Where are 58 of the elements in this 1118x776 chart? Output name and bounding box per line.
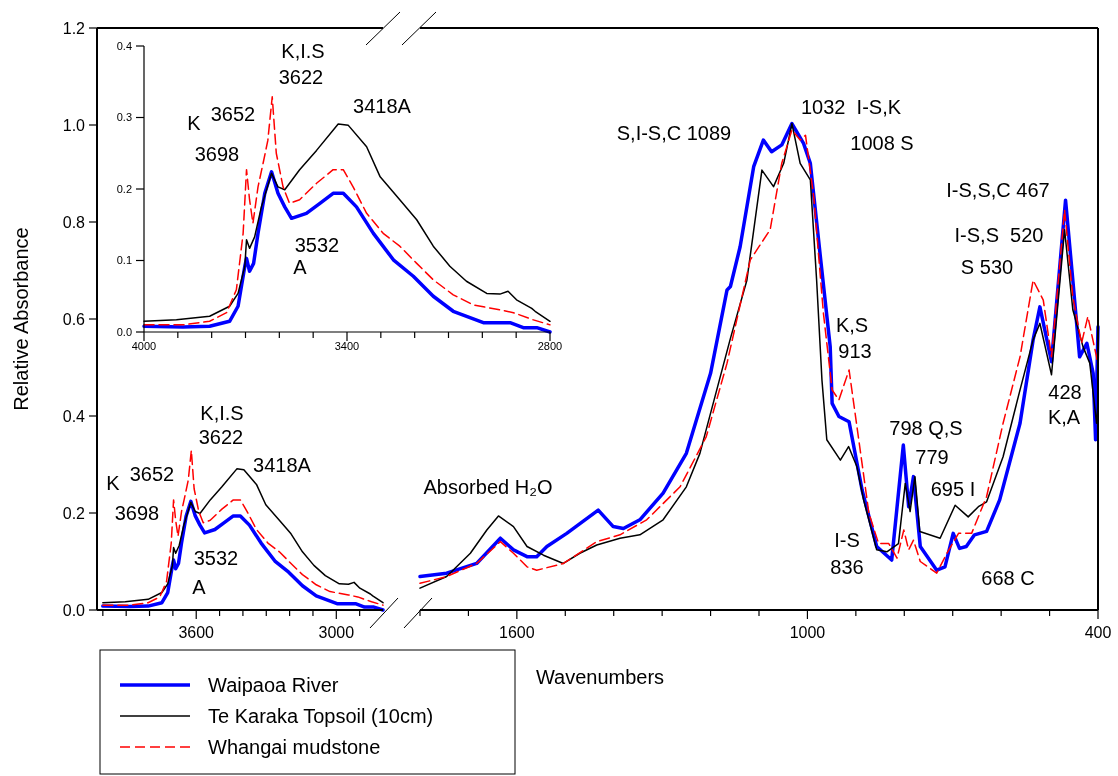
y-tick-label: 0.0 xyxy=(116,325,132,338)
annotation: 695 I xyxy=(930,478,976,500)
x-tick-label: 3400 xyxy=(334,340,360,352)
x-tick-label: 4000 xyxy=(131,340,157,352)
annotation: 1032 I-S,K xyxy=(800,96,902,118)
annotation: I-S,S 520 xyxy=(954,224,1044,246)
annotation: 836 xyxy=(830,556,864,578)
annotation: 3652 xyxy=(210,103,256,125)
x-tick-label: 3600 xyxy=(178,624,215,641)
annotation: 3698 xyxy=(114,502,160,524)
annotation: 779 xyxy=(915,446,949,468)
legend-label: Waipaoa River xyxy=(208,674,339,696)
annotation: K xyxy=(187,112,202,134)
annotation: K xyxy=(106,472,121,494)
y-tick-label: 0.2 xyxy=(116,182,132,195)
legend-label: Whangai mudstone xyxy=(208,736,381,758)
legend-label: Te Karaka Topsoil (10cm) xyxy=(208,705,434,727)
y-tick-label: 0.3 xyxy=(116,111,132,124)
annotation: 1008 S xyxy=(850,132,914,154)
y-tick-label: 0.2 xyxy=(62,504,86,522)
annotation: 913 xyxy=(838,340,872,362)
annotation: 3698 xyxy=(194,143,240,165)
annotation: 3532 xyxy=(193,547,239,569)
annotation: 3418A xyxy=(353,95,412,117)
x-tick-label: 400 xyxy=(1084,624,1112,641)
x-tick-label: 2800 xyxy=(537,340,563,352)
y-axis-title: Relative Absorbance xyxy=(10,227,32,411)
annotation: 3652 xyxy=(129,463,175,485)
annotation: 3622 xyxy=(198,426,244,448)
annotation: Absorbed H₂O xyxy=(423,476,553,498)
annotation: K,S xyxy=(835,314,869,336)
y-tick-label: 0.4 xyxy=(116,39,132,52)
annotation: A xyxy=(293,256,308,278)
annotation: 3418A xyxy=(253,454,312,476)
x-axis-title: Wavenumbers xyxy=(535,666,665,688)
y-tick-label: 1.2 xyxy=(62,19,86,37)
y-tick-label: 1.0 xyxy=(62,116,86,134)
annotation: 428 xyxy=(1048,381,1082,403)
annotation: 3532 xyxy=(294,234,340,256)
annotation: I-S xyxy=(834,529,860,551)
x-tick-label: 3000 xyxy=(318,624,355,641)
annotation: K,A xyxy=(1047,406,1081,428)
annotation: S 530 xyxy=(960,256,1014,278)
annotation: S,I-S,C 1089 xyxy=(616,122,732,144)
annotation: 3622 xyxy=(278,66,324,88)
annotation: I-S,S,C 467 xyxy=(946,179,1050,201)
y-tick-label: 0.6 xyxy=(62,310,86,328)
x-tick-label: 1600 xyxy=(499,624,535,641)
annotation: 668 C xyxy=(981,567,1035,589)
x-tick-label: 1000 xyxy=(789,624,826,641)
annotation: 798 Q,S xyxy=(889,417,963,439)
annotation: A xyxy=(192,576,207,598)
y-tick-label: 0.0 xyxy=(62,601,86,619)
annotation: K,I.S xyxy=(281,40,325,62)
y-tick-label: 0.8 xyxy=(62,213,86,231)
y-tick-label: 0.4 xyxy=(62,407,86,425)
y-tick-label: 0.1 xyxy=(116,254,132,267)
annotation: K,I.S xyxy=(200,402,244,424)
